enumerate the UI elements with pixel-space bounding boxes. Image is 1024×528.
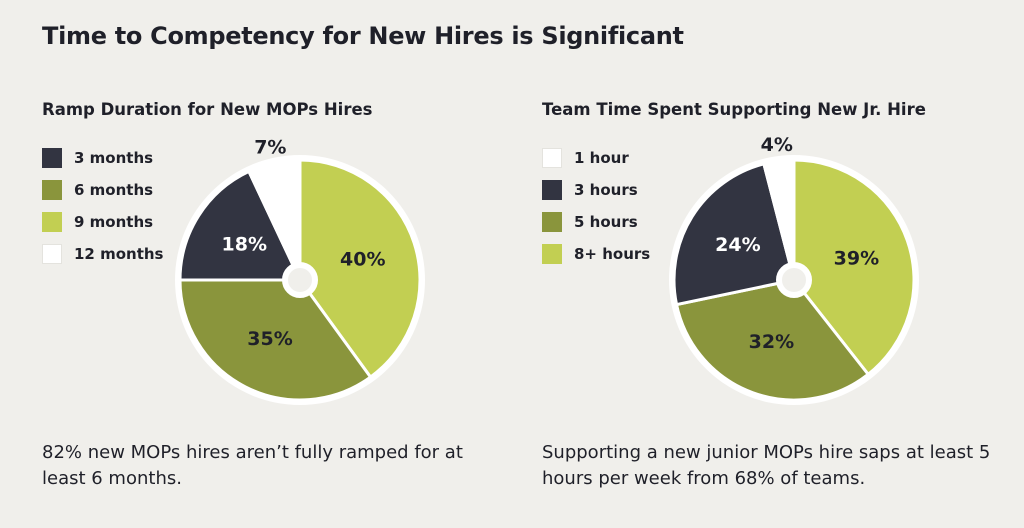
chart-legend: 3 months 6 months 9 months 12 months	[42, 142, 164, 270]
legend-swatch	[542, 180, 562, 200]
legend-label: 1 hour	[574, 149, 629, 167]
chart-caption: 82% new MOPs hires aren’t fully ramped f…	[42, 442, 463, 489]
pie-center-hole	[776, 262, 812, 298]
page-title: Time to Competency for New Hires is Sign…	[42, 22, 684, 50]
chart-title: Team Time Spent Supporting New Jr. Hire	[542, 100, 926, 119]
data-label-9-months: 40%	[340, 249, 385, 271]
legend-swatch	[542, 244, 562, 264]
data-label-8-hours: 39%	[834, 247, 879, 269]
pie-slice-1-hour	[762, 158, 796, 281]
pie-center-hole	[282, 262, 318, 298]
legend-swatch	[42, 212, 62, 232]
legend-item-6-months: 6 months	[42, 174, 164, 206]
legend-label: 8+ hours	[574, 245, 651, 263]
legend-swatch	[542, 212, 562, 232]
legend-label: 3 hours	[574, 181, 638, 199]
legend-label: 9 months	[74, 213, 154, 231]
pie-chart: 39% 32% 24% 4%	[669, 134, 919, 405]
legend-item-3-hours: 3 hours	[542, 174, 650, 206]
legend-label: 6 months	[74, 181, 154, 199]
data-label-5-hours: 32%	[749, 331, 794, 353]
pie-chart: 40% 35% 18% 7%	[175, 136, 425, 405]
legend-swatch	[42, 180, 62, 200]
legend-label: 3 months	[74, 149, 154, 167]
legend-item-9-months: 9 months	[42, 206, 164, 238]
data-label-3-hours: 24%	[715, 234, 760, 256]
chart-legend: 1 hour 3 hours 5 hours 8+ hours	[542, 142, 650, 270]
pie-slice-9-months	[298, 158, 422, 380]
pie-slice-12-months	[246, 158, 302, 281]
data-label-12-months: 7%	[254, 136, 286, 158]
chart-title: Ramp Duration for New MOPs Hires	[42, 100, 373, 119]
legend-item-1-hour: 1 hour	[542, 142, 650, 174]
legend-item-12-months: 12 months	[42, 238, 164, 270]
legend-swatch	[542, 148, 562, 168]
pie-slice-6-months	[178, 278, 373, 402]
legend-item-5-hours: 5 hours	[542, 206, 650, 238]
legend-label: 5 hours	[574, 213, 638, 231]
pie-slice-3-months	[178, 169, 303, 282]
data-label-6-months: 35%	[247, 328, 292, 350]
legend-item-8-hours: 8+ hours	[542, 238, 650, 270]
ramp-duration-panel: Ramp Duration for New MOPs Hires 3 month…	[42, 100, 512, 500]
pie-slice-3-hours	[672, 162, 796, 307]
data-label-1-hour: 4%	[761, 134, 793, 156]
pie-slice-5-hours	[674, 278, 871, 402]
legend-label: 12 months	[74, 245, 164, 263]
chart-caption: Supporting a new junior MOPs hire saps a…	[542, 442, 991, 489]
legend-item-3-months: 3 months	[42, 142, 164, 174]
data-label-3-months: 18%	[222, 234, 267, 256]
legend-swatch	[42, 244, 62, 264]
legend-swatch	[42, 148, 62, 168]
team-time-panel: Team Time Spent Supporting New Jr. Hire …	[542, 100, 1012, 500]
pie-slice-8-hours	[792, 158, 916, 377]
